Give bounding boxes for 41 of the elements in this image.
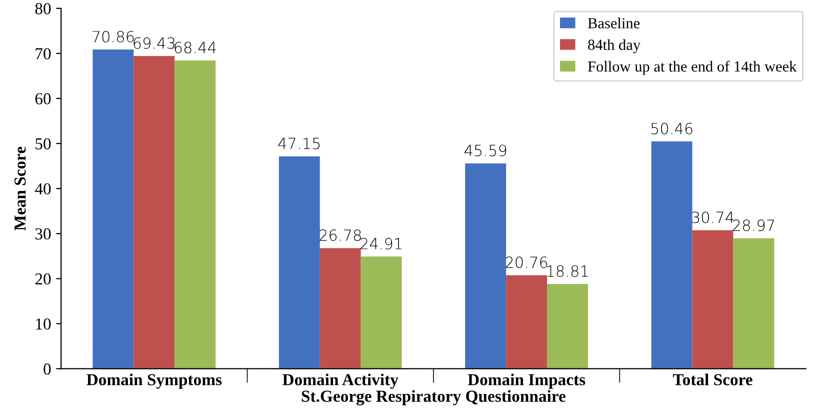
y-tick-label: 60	[35, 93, 51, 104]
data-label: 47.15	[278, 138, 320, 150]
y-tick-label: 70	[36, 48, 51, 60]
data-label: 28.97	[732, 220, 774, 232]
y-axis-title: Mean Score	[14, 146, 26, 230]
data-label: 26.78	[320, 229, 361, 241]
y-tick-label: 80	[35, 3, 51, 14]
data-label: 69.43	[134, 37, 174, 49]
x-axis-title: St.George Respiratory Questionnaire	[302, 390, 566, 406]
data-label: 24.91	[360, 238, 402, 250]
data-label: 68.44	[174, 42, 216, 54]
y-tick-label: 50	[36, 138, 51, 150]
bar	[174, 60, 216, 369]
y-tick-label: 30	[35, 228, 51, 240]
bar	[692, 230, 734, 369]
data-label: 50.46	[651, 122, 692, 134]
bar	[278, 156, 320, 369]
x-tick-label: Total Score	[672, 374, 752, 386]
bar	[92, 50, 134, 369]
bar	[465, 163, 506, 369]
bar	[360, 256, 402, 369]
bar	[733, 238, 774, 369]
bar	[134, 56, 175, 369]
data-label: 70.86	[92, 30, 134, 42]
x-tick-label: Domain Symptoms	[86, 374, 222, 389]
legend-label: 84th day	[588, 39, 640, 54]
bar	[547, 284, 588, 369]
y-tick-label: 10	[36, 318, 51, 330]
data-label: 30.74	[692, 212, 734, 224]
data-label: 45.59	[464, 144, 506, 156]
bar	[651, 141, 692, 369]
legend-label: Follow up at the end of 14th week	[588, 60, 797, 75]
y-tick-label: 40	[34, 183, 51, 194]
legend-label: Baseline	[588, 18, 640, 28]
y-tick-label: 0	[44, 363, 51, 375]
data-label: 18.81	[547, 265, 588, 277]
y-tick-label: 20	[35, 273, 51, 285]
x-tick-label: Domain Activity	[282, 374, 398, 389]
bar	[506, 275, 548, 369]
x-tick-label: Domain Impacts	[468, 374, 586, 389]
bar	[320, 248, 361, 369]
